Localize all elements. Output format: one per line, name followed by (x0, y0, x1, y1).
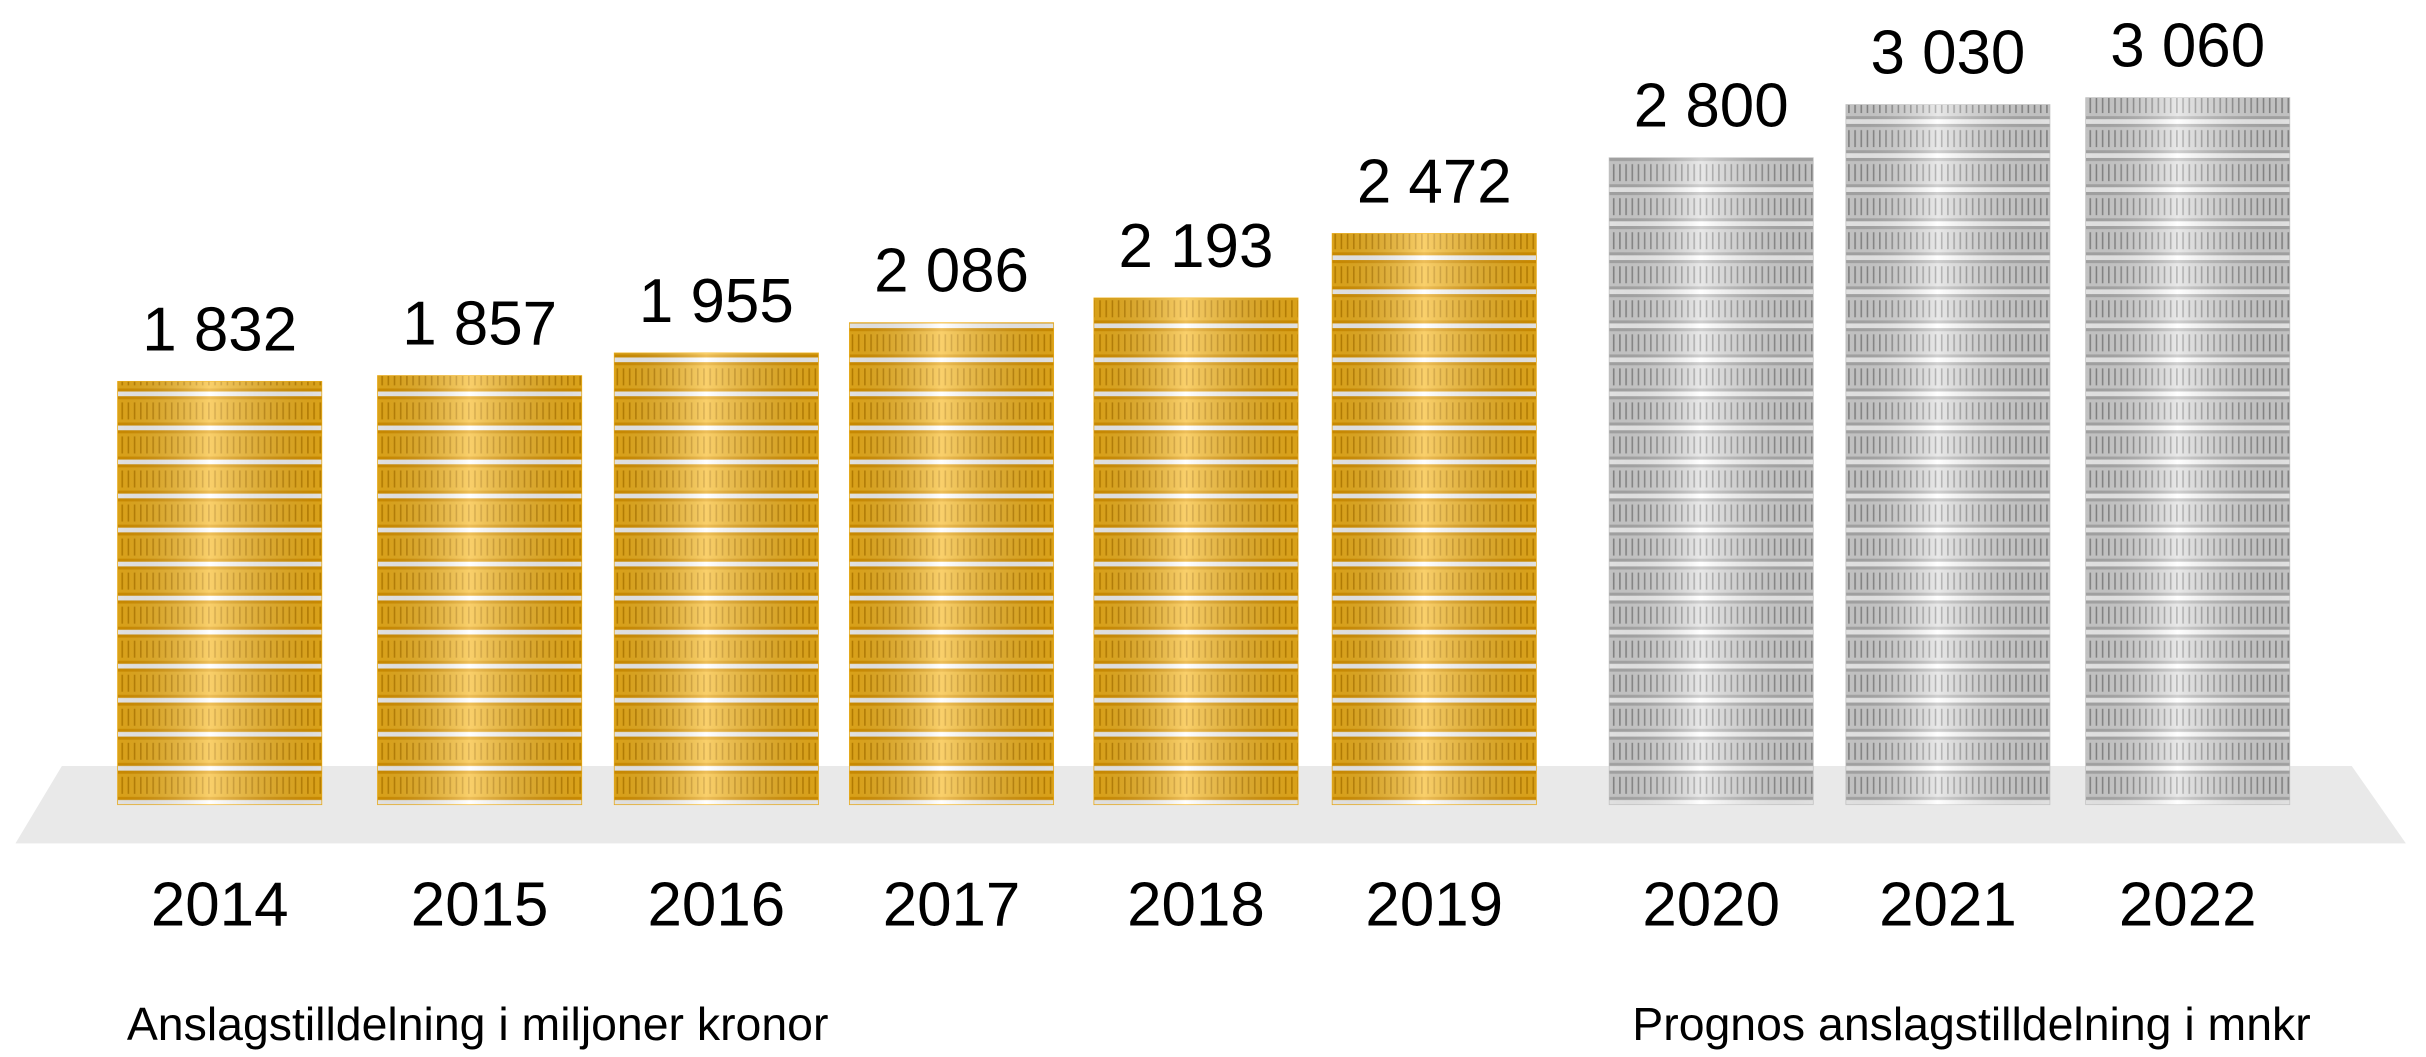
bar (118, 381, 322, 804)
bar (614, 353, 818, 805)
value-label: 1 832 (142, 295, 297, 364)
legend-label: Anslagstilldelning i miljoner kronor (127, 998, 829, 1050)
x-tick-label: 2015 (411, 870, 549, 939)
value-label: 2 086 (874, 237, 1029, 306)
page: 2014 1 832 2015 1 857 2016 1 955 2017 2 086 2018… (0, 0, 2426, 1057)
x-tick-label: 2022 (2119, 870, 2257, 939)
bar (1609, 158, 1813, 805)
x-tick-label: 2021 (1879, 870, 2017, 939)
x-tick-label: 2014 (151, 870, 289, 939)
value-label: 1 857 (402, 290, 557, 359)
bar (378, 376, 582, 805)
chart: 2014 1 832 2015 1 857 2016 1 955 2017 2 086 2018… (0, 0, 2426, 1057)
value-label: 3 060 (2110, 12, 2265, 81)
value-label: 3 030 (1870, 19, 2025, 88)
legend-label: Prognos anslagstilldelning i mnkr (1632, 998, 2310, 1050)
bar (1846, 105, 2050, 805)
value-label: 1 955 (639, 267, 794, 336)
value-label: 2 193 (1119, 212, 1274, 281)
x-tick-label: 2018 (1127, 870, 1265, 939)
x-tick-label: 2020 (1642, 870, 1780, 939)
value-label: 2 472 (1357, 148, 1512, 217)
value-label: 2 800 (1634, 72, 1789, 141)
bar (849, 323, 1053, 805)
bar (2086, 98, 2290, 805)
x-tick-label: 2016 (648, 870, 786, 939)
x-tick-label: 2019 (1365, 870, 1503, 939)
x-tick-label: 2017 (883, 870, 1021, 939)
bar (1094, 298, 1298, 805)
bar (1332, 233, 1536, 804)
plot: 2014 1 832 2015 1 857 2016 1 955 2017 2 086 2018… (118, 12, 2290, 940)
